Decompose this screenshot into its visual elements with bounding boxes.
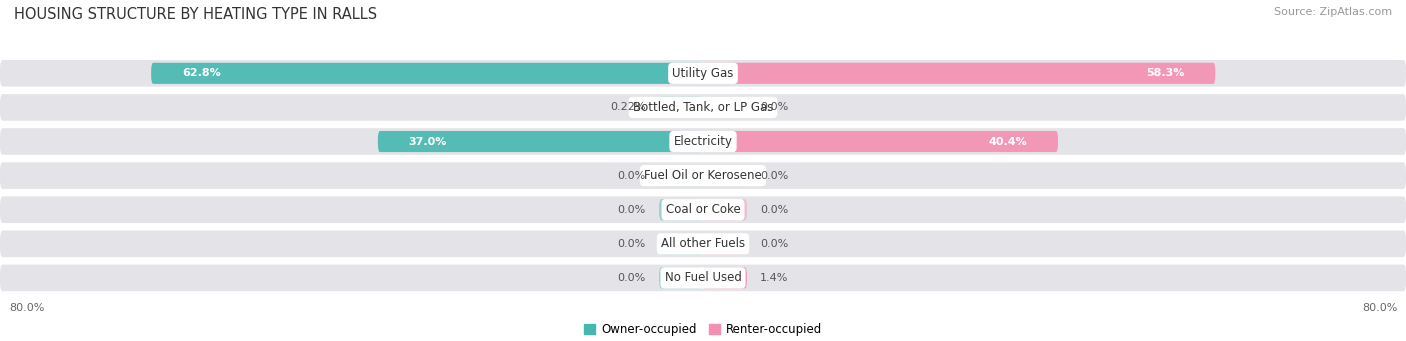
- FancyBboxPatch shape: [703, 131, 1057, 152]
- FancyBboxPatch shape: [0, 60, 1406, 87]
- Text: All other Fuels: All other Fuels: [661, 237, 745, 250]
- Text: 80.0%: 80.0%: [1362, 303, 1398, 313]
- FancyBboxPatch shape: [659, 199, 703, 220]
- Text: Electricity: Electricity: [673, 135, 733, 148]
- FancyBboxPatch shape: [0, 265, 1406, 291]
- Text: No Fuel Used: No Fuel Used: [665, 271, 741, 284]
- Text: 62.8%: 62.8%: [181, 68, 221, 78]
- FancyBboxPatch shape: [703, 63, 1215, 84]
- Text: 0.0%: 0.0%: [761, 170, 789, 181]
- Text: 0.0%: 0.0%: [761, 102, 789, 113]
- Legend: Owner-occupied, Renter-occupied: Owner-occupied, Renter-occupied: [583, 323, 823, 336]
- Text: 1.4%: 1.4%: [761, 273, 789, 283]
- FancyBboxPatch shape: [0, 231, 1406, 257]
- FancyBboxPatch shape: [152, 63, 703, 84]
- Text: 0.0%: 0.0%: [617, 205, 645, 215]
- FancyBboxPatch shape: [703, 97, 747, 118]
- Text: 0.0%: 0.0%: [761, 205, 789, 215]
- Text: Utility Gas: Utility Gas: [672, 67, 734, 80]
- FancyBboxPatch shape: [703, 165, 747, 186]
- FancyBboxPatch shape: [703, 233, 747, 254]
- FancyBboxPatch shape: [659, 97, 703, 118]
- FancyBboxPatch shape: [0, 196, 1406, 223]
- Text: 80.0%: 80.0%: [8, 303, 44, 313]
- Text: Source: ZipAtlas.com: Source: ZipAtlas.com: [1274, 7, 1392, 17]
- Text: 0.0%: 0.0%: [617, 239, 645, 249]
- Text: Coal or Coke: Coal or Coke: [665, 203, 741, 216]
- FancyBboxPatch shape: [0, 128, 1406, 155]
- Text: HOUSING STRUCTURE BY HEATING TYPE IN RALLS: HOUSING STRUCTURE BY HEATING TYPE IN RAL…: [14, 7, 377, 22]
- FancyBboxPatch shape: [378, 131, 703, 152]
- Text: 0.22%: 0.22%: [610, 102, 645, 113]
- Text: Fuel Oil or Kerosene: Fuel Oil or Kerosene: [644, 169, 762, 182]
- FancyBboxPatch shape: [0, 94, 1406, 121]
- FancyBboxPatch shape: [659, 233, 703, 254]
- Text: 40.4%: 40.4%: [988, 136, 1028, 147]
- FancyBboxPatch shape: [659, 165, 703, 186]
- FancyBboxPatch shape: [703, 199, 747, 220]
- FancyBboxPatch shape: [703, 267, 747, 288]
- Text: Bottled, Tank, or LP Gas: Bottled, Tank, or LP Gas: [633, 101, 773, 114]
- Text: 37.0%: 37.0%: [409, 136, 447, 147]
- Text: 0.0%: 0.0%: [617, 170, 645, 181]
- Text: 0.0%: 0.0%: [617, 273, 645, 283]
- FancyBboxPatch shape: [0, 162, 1406, 189]
- Text: 58.3%: 58.3%: [1146, 68, 1184, 78]
- FancyBboxPatch shape: [659, 267, 703, 288]
- Text: 0.0%: 0.0%: [761, 239, 789, 249]
